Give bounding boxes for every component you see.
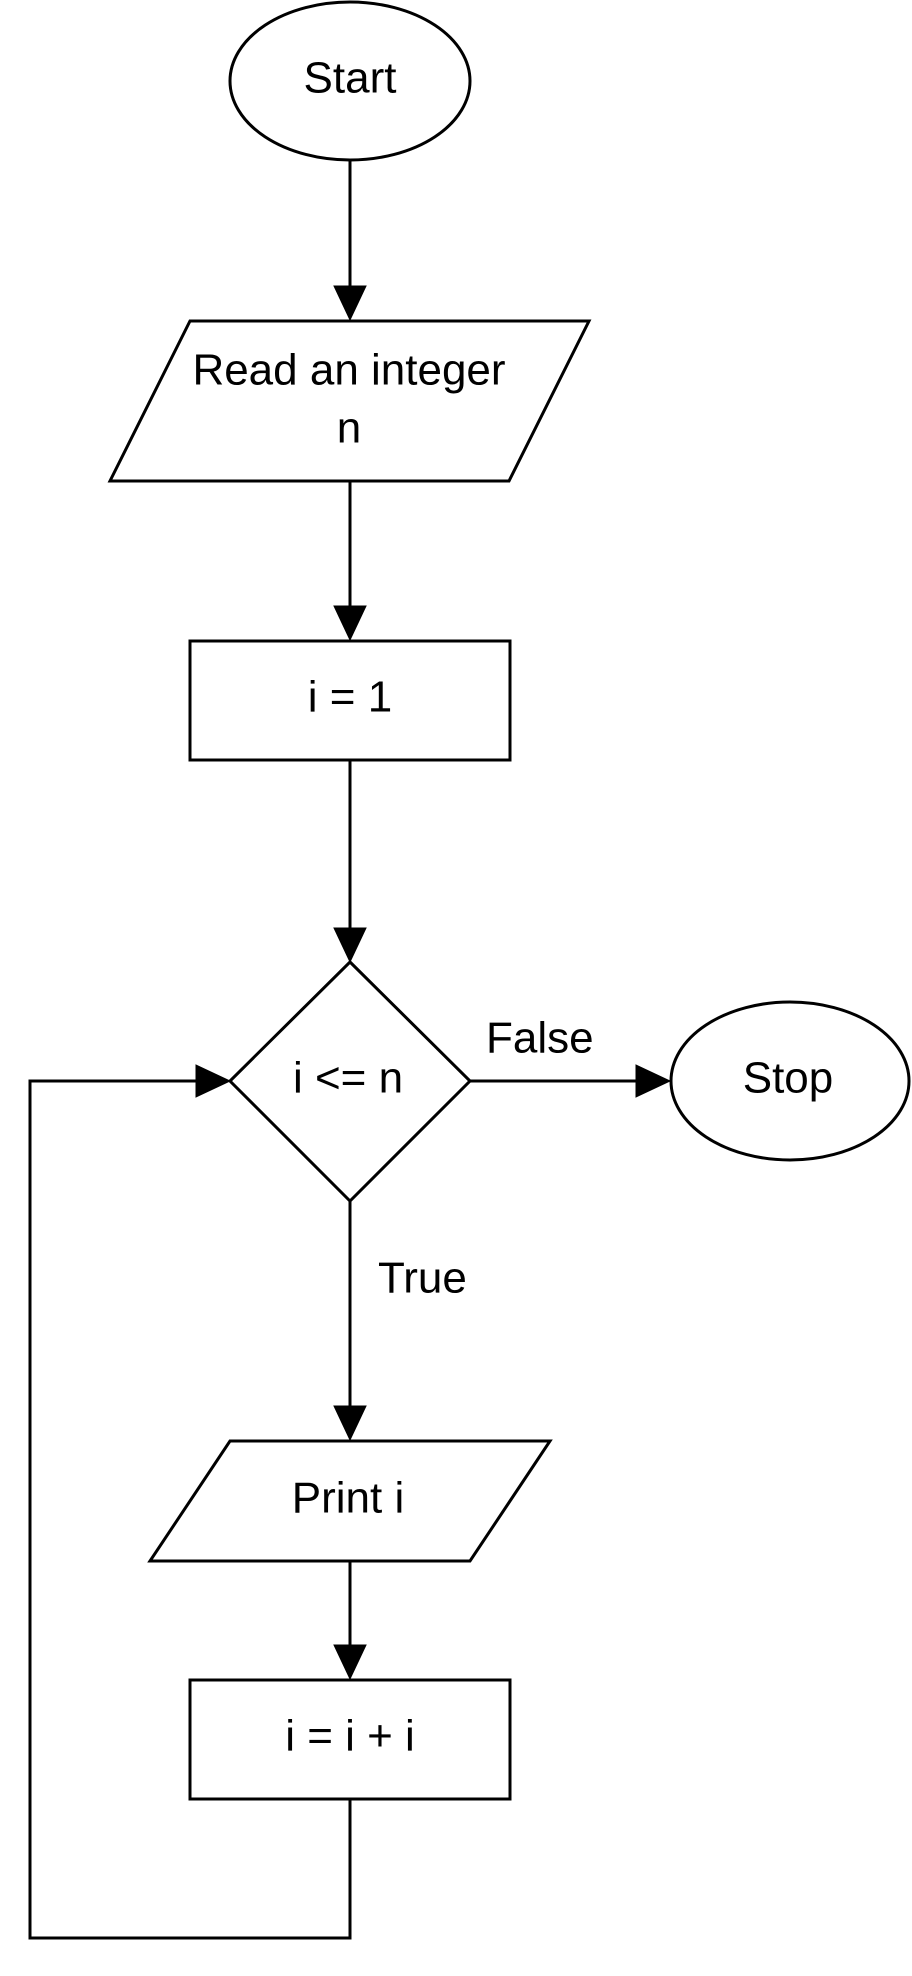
- read-integer-node: Read an integer n: [107, 319, 592, 483]
- read-parallelogram: [107, 319, 592, 483]
- increment-rect: [188, 1678, 512, 1801]
- edge-loop-back: [28, 1079, 352, 1940]
- read-label-line2: n: [337, 404, 361, 453]
- start-ellipse: [228, 0, 472, 162]
- arrowhead-start-to-read: [333, 285, 367, 322]
- print-label: Print i: [292, 1474, 404, 1523]
- arrowhead-decision-to-print: [333, 1405, 367, 1442]
- init-label: i = 1: [308, 673, 392, 722]
- stop-ellipse: [669, 1000, 911, 1162]
- increment-label: i = i + i: [285, 1712, 415, 1761]
- increment-node: i = i + i: [188, 1678, 512, 1801]
- print-parallelogram: [147, 1439, 553, 1563]
- arrowhead-init-to-decision: [333, 927, 367, 964]
- decision-diamond: [227, 959, 473, 1204]
- true-edge-label: True: [378, 1254, 467, 1303]
- arrowhead-decision-to-stop: [635, 1064, 672, 1098]
- stop-label: Stop: [743, 1054, 834, 1103]
- arrowhead-read-to-init: [333, 605, 367, 642]
- init-node: i = 1: [188, 639, 512, 762]
- print-node: Print i: [147, 1439, 553, 1563]
- decision-label: i <= n: [293, 1054, 403, 1103]
- read-label-line1: Read an integer: [192, 346, 505, 395]
- start-node: Start: [228, 0, 472, 162]
- arrowhead-loop-back: [195, 1064, 232, 1098]
- init-rect: [188, 639, 512, 762]
- false-edge-label: False: [486, 1014, 594, 1063]
- decision-node: i <= n: [227, 959, 473, 1204]
- stop-node: Stop: [669, 1000, 911, 1162]
- start-label: Start: [304, 54, 397, 103]
- arrowhead-print-to-increment: [333, 1644, 367, 1681]
